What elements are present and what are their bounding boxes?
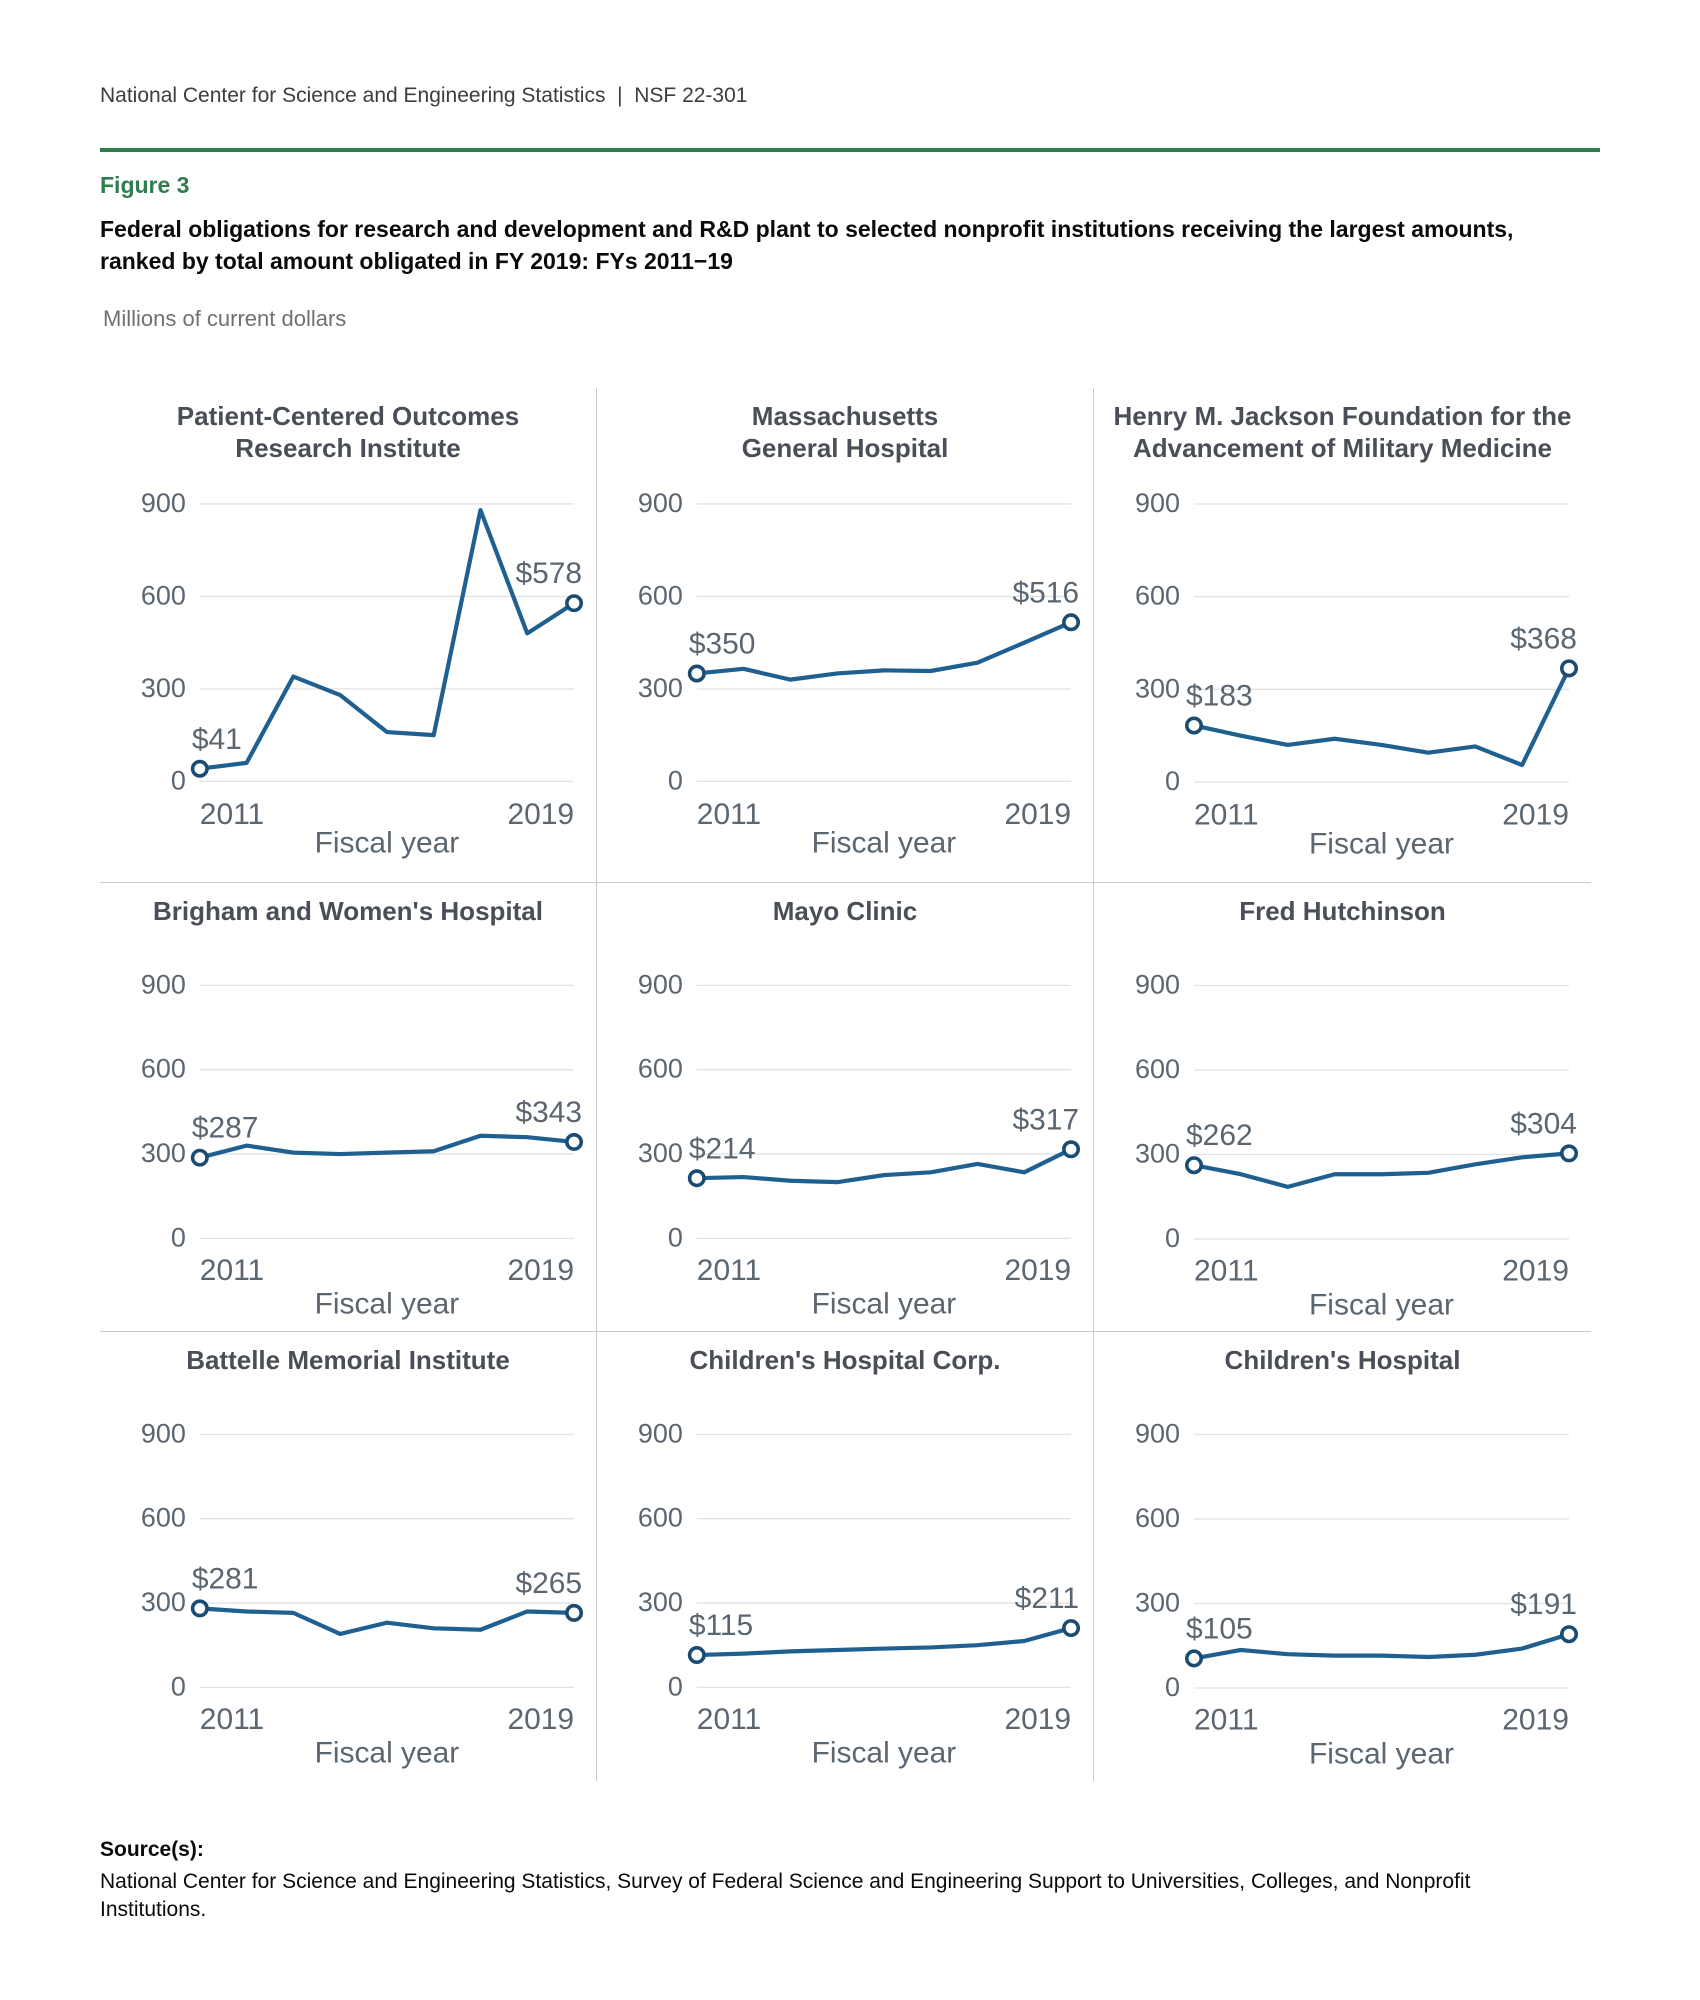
svg-text:$115: $115 <box>689 1609 753 1642</box>
svg-text:300: 300 <box>1135 1588 1180 1618</box>
svg-text:2019: 2019 <box>1502 1704 1569 1737</box>
svg-text:0: 0 <box>1165 1223 1180 1253</box>
svg-text:$105: $105 <box>1186 1612 1253 1645</box>
svg-text:Fiscal year: Fiscal year <box>1309 828 1454 861</box>
svg-text:2011: 2011 <box>1194 799 1259 832</box>
svg-text:$578: $578 <box>515 557 582 590</box>
svg-text:300: 300 <box>141 673 186 703</box>
svg-text:900: 900 <box>1135 1419 1180 1449</box>
svg-text:600: 600 <box>638 1054 683 1084</box>
svg-text:2011: 2011 <box>1194 1704 1259 1737</box>
svg-text:600: 600 <box>141 580 186 610</box>
svg-text:300: 300 <box>141 1138 186 1168</box>
svg-text:900: 900 <box>1135 488 1180 518</box>
svg-text:0: 0 <box>171 1671 186 1701</box>
svg-text:Fiscal year: Fiscal year <box>812 1288 957 1321</box>
svg-text:$343: $343 <box>515 1096 582 1129</box>
svg-text:2019: 2019 <box>507 1254 574 1287</box>
svg-text:Fiscal year: Fiscal year <box>1309 1738 1454 1771</box>
svg-text:$265: $265 <box>515 1567 582 1600</box>
svg-text:2019: 2019 <box>1502 1255 1569 1288</box>
svg-text:300: 300 <box>638 1138 683 1168</box>
svg-text:900: 900 <box>141 1418 186 1448</box>
svg-text:0: 0 <box>668 765 683 795</box>
svg-text:2019: 2019 <box>1004 798 1071 831</box>
svg-text:900: 900 <box>638 1418 683 1448</box>
svg-text:$211: $211 <box>1015 1582 1079 1615</box>
svg-text:900: 900 <box>141 969 186 999</box>
svg-text:2011: 2011 <box>200 1703 264 1736</box>
svg-text:0: 0 <box>171 765 186 795</box>
svg-text:0: 0 <box>668 1222 683 1252</box>
svg-text:600: 600 <box>1135 1503 1180 1533</box>
svg-text:600: 600 <box>1135 1054 1180 1084</box>
svg-text:0: 0 <box>1165 766 1180 796</box>
svg-text:0: 0 <box>171 1222 186 1252</box>
svg-text:300: 300 <box>638 1587 683 1617</box>
svg-text:2011: 2011 <box>1194 1255 1259 1288</box>
svg-text:900: 900 <box>1135 970 1180 1000</box>
svg-text:900: 900 <box>141 488 186 518</box>
svg-text:600: 600 <box>141 1503 186 1533</box>
svg-text:$262: $262 <box>1186 1119 1253 1152</box>
svg-text:$317: $317 <box>1012 1103 1079 1136</box>
svg-text:$304: $304 <box>1510 1107 1577 1140</box>
svg-text:$287: $287 <box>192 1112 259 1145</box>
svg-text:2011: 2011 <box>697 1254 761 1287</box>
svg-text:Fiscal year: Fiscal year <box>315 827 460 860</box>
svg-text:$516: $516 <box>1012 576 1079 609</box>
svg-text:Fiscal year: Fiscal year <box>315 1288 460 1321</box>
svg-text:0: 0 <box>1165 1672 1180 1702</box>
svg-text:2011: 2011 <box>200 798 264 831</box>
svg-text:Fiscal year: Fiscal year <box>812 827 957 860</box>
svg-text:$41: $41 <box>192 723 242 756</box>
svg-text:$214: $214 <box>689 1132 756 1165</box>
svg-text:900: 900 <box>638 969 683 999</box>
svg-text:2011: 2011 <box>697 1703 761 1736</box>
svg-text:300: 300 <box>141 1587 186 1617</box>
svg-text:300: 300 <box>638 673 683 703</box>
svg-text:300: 300 <box>1135 1139 1180 1169</box>
svg-text:2019: 2019 <box>1004 1254 1071 1287</box>
svg-text:2011: 2011 <box>200 1254 264 1287</box>
svg-text:2019: 2019 <box>1502 799 1569 832</box>
svg-text:0: 0 <box>668 1671 683 1701</box>
svg-text:Fiscal year: Fiscal year <box>812 1737 957 1770</box>
svg-text:$183: $183 <box>1186 679 1253 712</box>
svg-text:600: 600 <box>1135 581 1180 611</box>
svg-text:Fiscal year: Fiscal year <box>315 1737 460 1770</box>
svg-text:$350: $350 <box>689 628 756 661</box>
svg-text:$281: $281 <box>192 1562 259 1595</box>
svg-text:2019: 2019 <box>507 798 574 831</box>
svg-text:300: 300 <box>1135 673 1180 703</box>
svg-text:2019: 2019 <box>507 1703 574 1736</box>
svg-text:2019: 2019 <box>1004 1703 1071 1736</box>
svg-text:600: 600 <box>141 1054 186 1084</box>
svg-text:600: 600 <box>638 580 683 610</box>
svg-text:600: 600 <box>638 1503 683 1533</box>
svg-text:2011: 2011 <box>697 798 761 831</box>
svg-text:Fiscal year: Fiscal year <box>1309 1289 1454 1322</box>
svg-text:$191: $191 <box>1510 1588 1577 1621</box>
svg-text:$368: $368 <box>1510 622 1577 655</box>
svg-text:900: 900 <box>638 488 683 518</box>
